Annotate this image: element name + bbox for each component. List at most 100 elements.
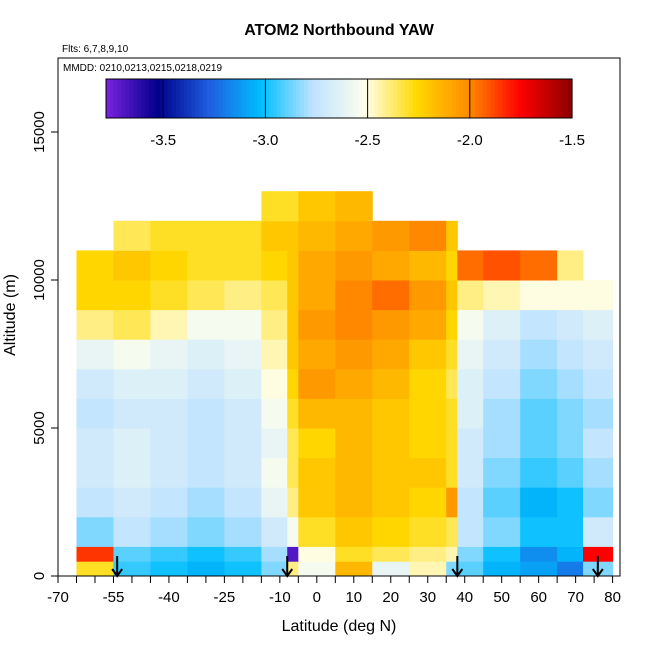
- heatmap-cell: [372, 250, 410, 281]
- heatmap-cell: [224, 516, 262, 547]
- colorbar-segment: [160, 79, 165, 118]
- heatmap-cell: [113, 280, 151, 311]
- heatmap-cell: [483, 428, 521, 459]
- colorbar-segment: [385, 79, 391, 118]
- heatmap-cell: [261, 457, 288, 488]
- heatmap-cell: [287, 220, 299, 251]
- heatmap-cell: [335, 309, 373, 340]
- x-tick-label: 20: [382, 589, 399, 606]
- heatmap-cell: [76, 339, 114, 370]
- heatmap-cell: [335, 368, 373, 399]
- heatmap-cell: [483, 398, 521, 429]
- heatmap-cell: [261, 339, 288, 370]
- heatmap-cell: [298, 250, 336, 281]
- y-tick-label: 15000: [31, 111, 48, 153]
- heatmap-cell: [483, 368, 521, 399]
- heatmap-cell: [557, 428, 584, 459]
- heatmap-cell: [446, 428, 458, 459]
- heatmap-cell: [76, 546, 114, 562]
- x-tick-label: 60: [530, 589, 547, 606]
- x-tick-label: 40: [456, 589, 473, 606]
- heatmap-cell: [409, 457, 447, 488]
- heatmap-cell: [409, 546, 447, 562]
- colorbar-segment: [350, 79, 356, 118]
- heatmap-cell: [261, 428, 288, 459]
- heatmap-cell: [287, 280, 299, 311]
- x-tick-label: -55: [103, 589, 125, 606]
- x-tick-label: 10: [345, 589, 362, 606]
- heatmap-cell: [557, 339, 584, 370]
- heatmap-cell: [446, 561, 458, 577]
- heatmap-cell: [457, 250, 484, 281]
- colorbar-segment: [432, 79, 437, 118]
- colorbar-segment: [183, 79, 189, 118]
- heatmap-cells: [76, 191, 614, 577]
- y-tick-label: 5000: [31, 411, 48, 444]
- heatmap-cell: [224, 280, 262, 311]
- colorbar-segment: [276, 79, 282, 118]
- heatmap-cell: [298, 368, 336, 399]
- heatmap-cell: [287, 516, 299, 547]
- heatmap-cell: [187, 546, 225, 562]
- colorbar-segment: [214, 79, 220, 118]
- heatmap-cell: [187, 368, 225, 399]
- heatmap-cell: [261, 309, 288, 340]
- heatmap-cell: [483, 457, 521, 488]
- heatmap-cell: [298, 561, 336, 577]
- heatmap-cell: [113, 546, 151, 562]
- heatmap-cell: [150, 428, 188, 459]
- x-tick-label: -10: [269, 589, 291, 606]
- heatmap-cell: [557, 250, 584, 281]
- colorbar-segment: [459, 79, 464, 118]
- x-tick-label: -40: [158, 589, 180, 606]
- heatmap-cell: [76, 280, 114, 311]
- dates-annotation: MMDD: 0210,0213,0215,0218,0219: [63, 63, 222, 74]
- colorbar-segment: [300, 79, 305, 118]
- heatmap-cell: [520, 368, 558, 399]
- colorbar-segment: [331, 79, 336, 118]
- heatmap-cell: [224, 457, 262, 488]
- heatmap-cell: [76, 250, 114, 281]
- colorbar-segment: [269, 79, 274, 118]
- heatmap-cell: [261, 368, 288, 399]
- colorbar-segment: [172, 79, 177, 118]
- colorbar-segment: [191, 79, 196, 118]
- heatmap-cell: [457, 516, 484, 547]
- heatmap-cell: [150, 516, 188, 547]
- heatmap-cell: [287, 428, 299, 459]
- heatmap-cell: [224, 428, 262, 459]
- colorbar-segment: [133, 79, 138, 118]
- heatmap-cell: [113, 220, 151, 251]
- y-tick-label: 10000: [31, 259, 48, 301]
- heatmap-cell: [372, 546, 410, 562]
- heatmap-cell: [335, 220, 373, 251]
- colorbar-segment: [238, 79, 243, 118]
- colorbar-segment: [439, 79, 445, 118]
- colorbar-segment: [401, 79, 406, 118]
- heatmap-cell: [457, 561, 484, 577]
- colorbar-tick-label: -2.0: [457, 132, 483, 149]
- heatmap-cell: [76, 428, 114, 459]
- heatmap-cell: [483, 250, 521, 281]
- heatmap-cell: [372, 339, 410, 370]
- heatmap-cell: [446, 487, 458, 518]
- colorbar-segment: [140, 79, 146, 118]
- colorbar-segment: [265, 79, 270, 118]
- heatmap-cell: [298, 339, 336, 370]
- heatmap-cell: [76, 368, 114, 399]
- heatmap-cell: [483, 516, 521, 547]
- heatmap-cell: [520, 457, 558, 488]
- heatmap-cell: [446, 398, 458, 429]
- colorbar-segment: [424, 79, 429, 118]
- heatmap-cell: [187, 516, 225, 547]
- colorbar-segment: [249, 79, 255, 118]
- colorbar-segment: [408, 79, 414, 118]
- colorbar-segment: [175, 79, 181, 118]
- heatmap-cell: [409, 487, 447, 518]
- heatmap-cell: [335, 561, 373, 577]
- colorbar-segment: [304, 79, 309, 118]
- heatmap-cell: [583, 457, 614, 488]
- colorbar-segment: [113, 79, 119, 118]
- heatmap-cell: [557, 398, 584, 429]
- colorbar-segment: [412, 79, 418, 118]
